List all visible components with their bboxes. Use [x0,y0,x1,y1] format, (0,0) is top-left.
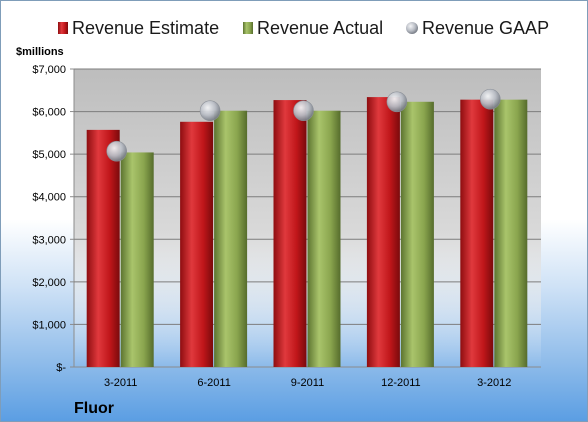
y-axis-unit-label: $millions [16,46,64,58]
legend-label-gaap: Revenue GAAP [422,18,549,38]
bar-revenue-estimate [180,121,214,367]
legend-swatch-actual [243,22,253,34]
x-axis: 3-2011 6-2011 9-2011 12-2011 3-2012 [104,377,511,389]
bar-revenue-estimate [366,97,400,368]
legend-label-actual: Revenue Actual [257,18,383,38]
bar-revenue-actual [214,110,248,367]
point-revenue-gaap [479,88,501,110]
gaap-points [106,88,501,162]
point-revenue-gaap [293,100,314,122]
y-tick-label: $- [56,362,66,374]
x-tick-label: 9-2011 [291,377,324,389]
y-axis: $- $1,000 $2,000 $3,000 $4,000 $5,000 $6,000 $7… [32,64,66,374]
x-tick-label: 6-2011 [197,377,230,389]
y-tick-label: $7,000 [32,64,66,76]
bar-revenue-estimate [460,99,494,367]
y-tick-label: $5,000 [32,149,66,161]
legend-swatch-estimate [58,22,68,34]
y-tick-label: $1,000 [32,319,66,331]
legend-swatch-gaap [406,22,418,34]
x-tick-label: 12-2011 [381,377,421,389]
bar-revenue-estimate [273,100,307,367]
legend: Revenue Estimate Revenue Actual Revenue … [58,18,549,38]
point-revenue-gaap [386,91,408,113]
bar-revenue-actual [400,101,434,367]
company-label: Fluor [74,400,114,417]
y-tick-label: $3,000 [32,234,66,246]
y-tick-label: $4,000 [32,192,66,204]
bar-revenue-actual [120,152,154,367]
bar-revenue-actual [494,99,528,367]
x-tick-label: 3-2012 [477,377,511,389]
x-tick-label: 3-2011 [104,377,137,389]
bars [86,97,528,368]
point-revenue-gaap [106,140,127,162]
y-tick-label: $6,000 [32,107,66,119]
y-tick-label: $2,000 [32,277,66,289]
legend-label-estimate: Revenue Estimate [72,18,219,38]
bar-revenue-actual [307,110,341,367]
point-revenue-gaap [199,100,221,122]
bar-revenue-estimate [86,129,120,367]
